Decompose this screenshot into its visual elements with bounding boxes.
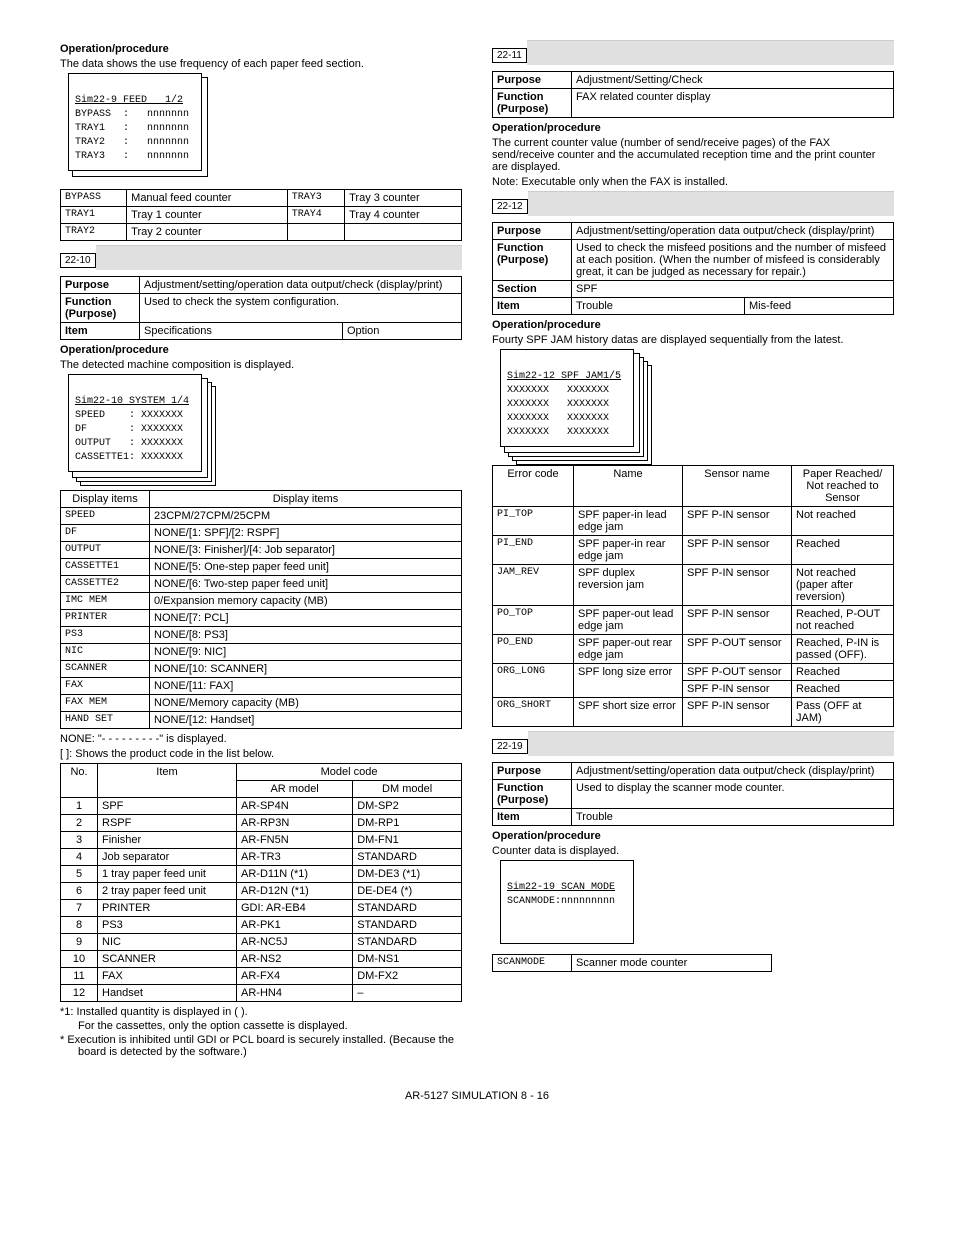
sim19-text: Counter data is displayed. xyxy=(492,845,894,857)
table-row: PO_TOPSPF paper-out lead edge jamSPF P-I… xyxy=(493,606,894,635)
table-row: TRAY2Tray 2 counter xyxy=(61,224,462,241)
table-row: 62 tray paper feed unitAR-D12N (*1)DE-DE… xyxy=(61,883,462,900)
sim11-info-table: PurposeAdjustment/Setting/Check Function… xyxy=(492,71,894,118)
table-row: PRINTERNONE/[7: PCL] xyxy=(61,610,462,627)
table-row: DFNONE/[1: SPF]/[2: RSPF] xyxy=(61,525,462,542)
sim-22-19-header: 22-19 xyxy=(492,731,894,756)
right-column: 22-11 PurposeAdjustment/Setting/Check Fu… xyxy=(492,40,894,1060)
table-row: PI_TOPSPF paper-in lead edge jamSPF P-IN… xyxy=(493,507,894,536)
table-row: ORG_LONGSPF long size errorSPF P-OUT sen… xyxy=(493,664,894,681)
bracket-note: [ ]: Shows the product code in the list … xyxy=(60,748,462,760)
table-row: BYPASSManual feed counterTRAY3Tray 3 cou… xyxy=(61,190,462,207)
table-row: 1SPFAR-SP4NDM-SP2 xyxy=(61,798,462,815)
footnote-2: * Execution is inhibited until GDI or PC… xyxy=(60,1034,462,1058)
sim11-opproc: Operation/procedure xyxy=(492,122,894,134)
table-row: OUTPUTNONE/[3: Finisher]/[4: Job separat… xyxy=(61,542,462,559)
feed-legend-table: BYPASSManual feed counterTRAY3Tray 3 cou… xyxy=(60,189,462,241)
sim10-info-table: PurposeAdjustment/setting/operation data… xyxy=(60,276,462,340)
sim-22-11-header: 22-11 xyxy=(492,40,894,65)
footnote-1: *1: Installed quantity is displayed in (… xyxy=(60,1006,462,1018)
sim19-legend-table: SCANMODEScanner mode counter xyxy=(492,954,772,972)
sim-22-12-header: 22-12 xyxy=(492,191,894,216)
none-note: NONE: "- - - - - - - - -" is displayed. xyxy=(60,733,462,745)
sim12-info-table: PurposeAdjustment/setting/operation data… xyxy=(492,222,894,315)
table-row: 4Job separatorAR-TR3STANDARD xyxy=(61,849,462,866)
table-row: 3FinisherAR-FN5NDM-FN1 xyxy=(61,832,462,849)
sim12-screen: Sim22-12 SPF JAM1/5 XXXXXXX XXXXXXX XXXX… xyxy=(500,349,634,447)
table-row: JAM_REVSPF duplex reversion jamSPF P-IN … xyxy=(493,565,894,606)
display-items-table: Display itemsDisplay items SPEED23CPM/27… xyxy=(60,490,462,729)
feed-intro: The data shows the use frequency of each… xyxy=(60,58,462,70)
table-row: NICNONE/[9: NIC] xyxy=(61,644,462,661)
table-row: 2RSPFAR-RP3NDM-RP1 xyxy=(61,815,462,832)
sim-22-10-header: 22-10 xyxy=(60,245,462,270)
sim10-intro: The detected machine composition is disp… xyxy=(60,359,462,371)
page-footer: AR-5127 SIMULATION 8 - 16 xyxy=(60,1090,894,1102)
model-code-table: No. Item Model code AR model DM model 1S… xyxy=(60,763,462,1002)
sim12-opproc: Operation/procedure xyxy=(492,319,894,331)
table-row: 8PS3AR-PK1STANDARD xyxy=(61,917,462,934)
error-code-table: Error code Name Sensor name Paper Reache… xyxy=(492,465,894,727)
table-row: IMC MEM0/Expansion memory capacity (MB) xyxy=(61,593,462,610)
sim11-text: The current counter value (number of sen… xyxy=(492,137,894,173)
op-proc-heading: Operation/procedure xyxy=(60,43,462,55)
sim12-text: Fourty SPF JAM history datas are display… xyxy=(492,334,894,346)
table-row: PS3NONE/[8: PS3] xyxy=(61,627,462,644)
table-row: 10SCANNERAR-NS2DM-NS1 xyxy=(61,951,462,968)
sim10-opproc: Operation/procedure xyxy=(60,344,462,356)
table-row: 9NICAR-NC5JSTANDARD xyxy=(61,934,462,951)
sim19-opproc: Operation/procedure xyxy=(492,830,894,842)
table-row: PO_ENDSPF paper-out rear edge jamSPF P-O… xyxy=(493,635,894,664)
table-row: ORG_SHORTSPF short size errorSPF P-IN se… xyxy=(493,698,894,727)
table-row: 11FAXAR-FX4DM-FX2 xyxy=(61,968,462,985)
sim10-screen: Sim22-10 SYSTEM 1/4 SPEED : XXXXXXX DF :… xyxy=(68,374,202,472)
left-column: Operation/procedure The data shows the u… xyxy=(60,40,462,1060)
table-row: FAXNONE/[11: FAX] xyxy=(61,678,462,695)
table-row: 12HandsetAR-HN4– xyxy=(61,985,462,1002)
table-row: 51 tray paper feed unitAR-D11N (*1)DM-DE… xyxy=(61,866,462,883)
table-row: FAX MEMNONE/Memory capacity (MB) xyxy=(61,695,462,712)
table-row: TRAY1Tray 1 counterTRAY4Tray 4 counter xyxy=(61,207,462,224)
table-row: HAND SETNONE/[12: Handset] xyxy=(61,712,462,729)
table-row: CASSETTE1NONE/[5: One-step paper feed un… xyxy=(61,559,462,576)
sim11-note: Note: Executable only when the FAX is in… xyxy=(492,176,894,188)
table-row: 7PRINTERGDI: AR-EB4STANDARD xyxy=(61,900,462,917)
table-row: PI_ENDSPF paper-in rear edge jamSPF P-IN… xyxy=(493,536,894,565)
feed-screen: Sim22-9 FEED 1/2 BYPASS : nnnnnnn TRAY1 … xyxy=(68,73,202,171)
table-row: CASSETTE2NONE/[6: Two-step paper feed un… xyxy=(61,576,462,593)
sim19-screen: Sim22-19 SCAN MODE SCANMODE:nnnnnnnnn xyxy=(500,860,894,944)
table-row: SCANNERNONE/[10: SCANNER] xyxy=(61,661,462,678)
table-row: SPEED23CPM/27CPM/25CPM xyxy=(61,508,462,525)
footnote-1b: For the cassettes, only the option casse… xyxy=(60,1020,462,1032)
sim19-info-table: PurposeAdjustment/setting/operation data… xyxy=(492,762,894,826)
